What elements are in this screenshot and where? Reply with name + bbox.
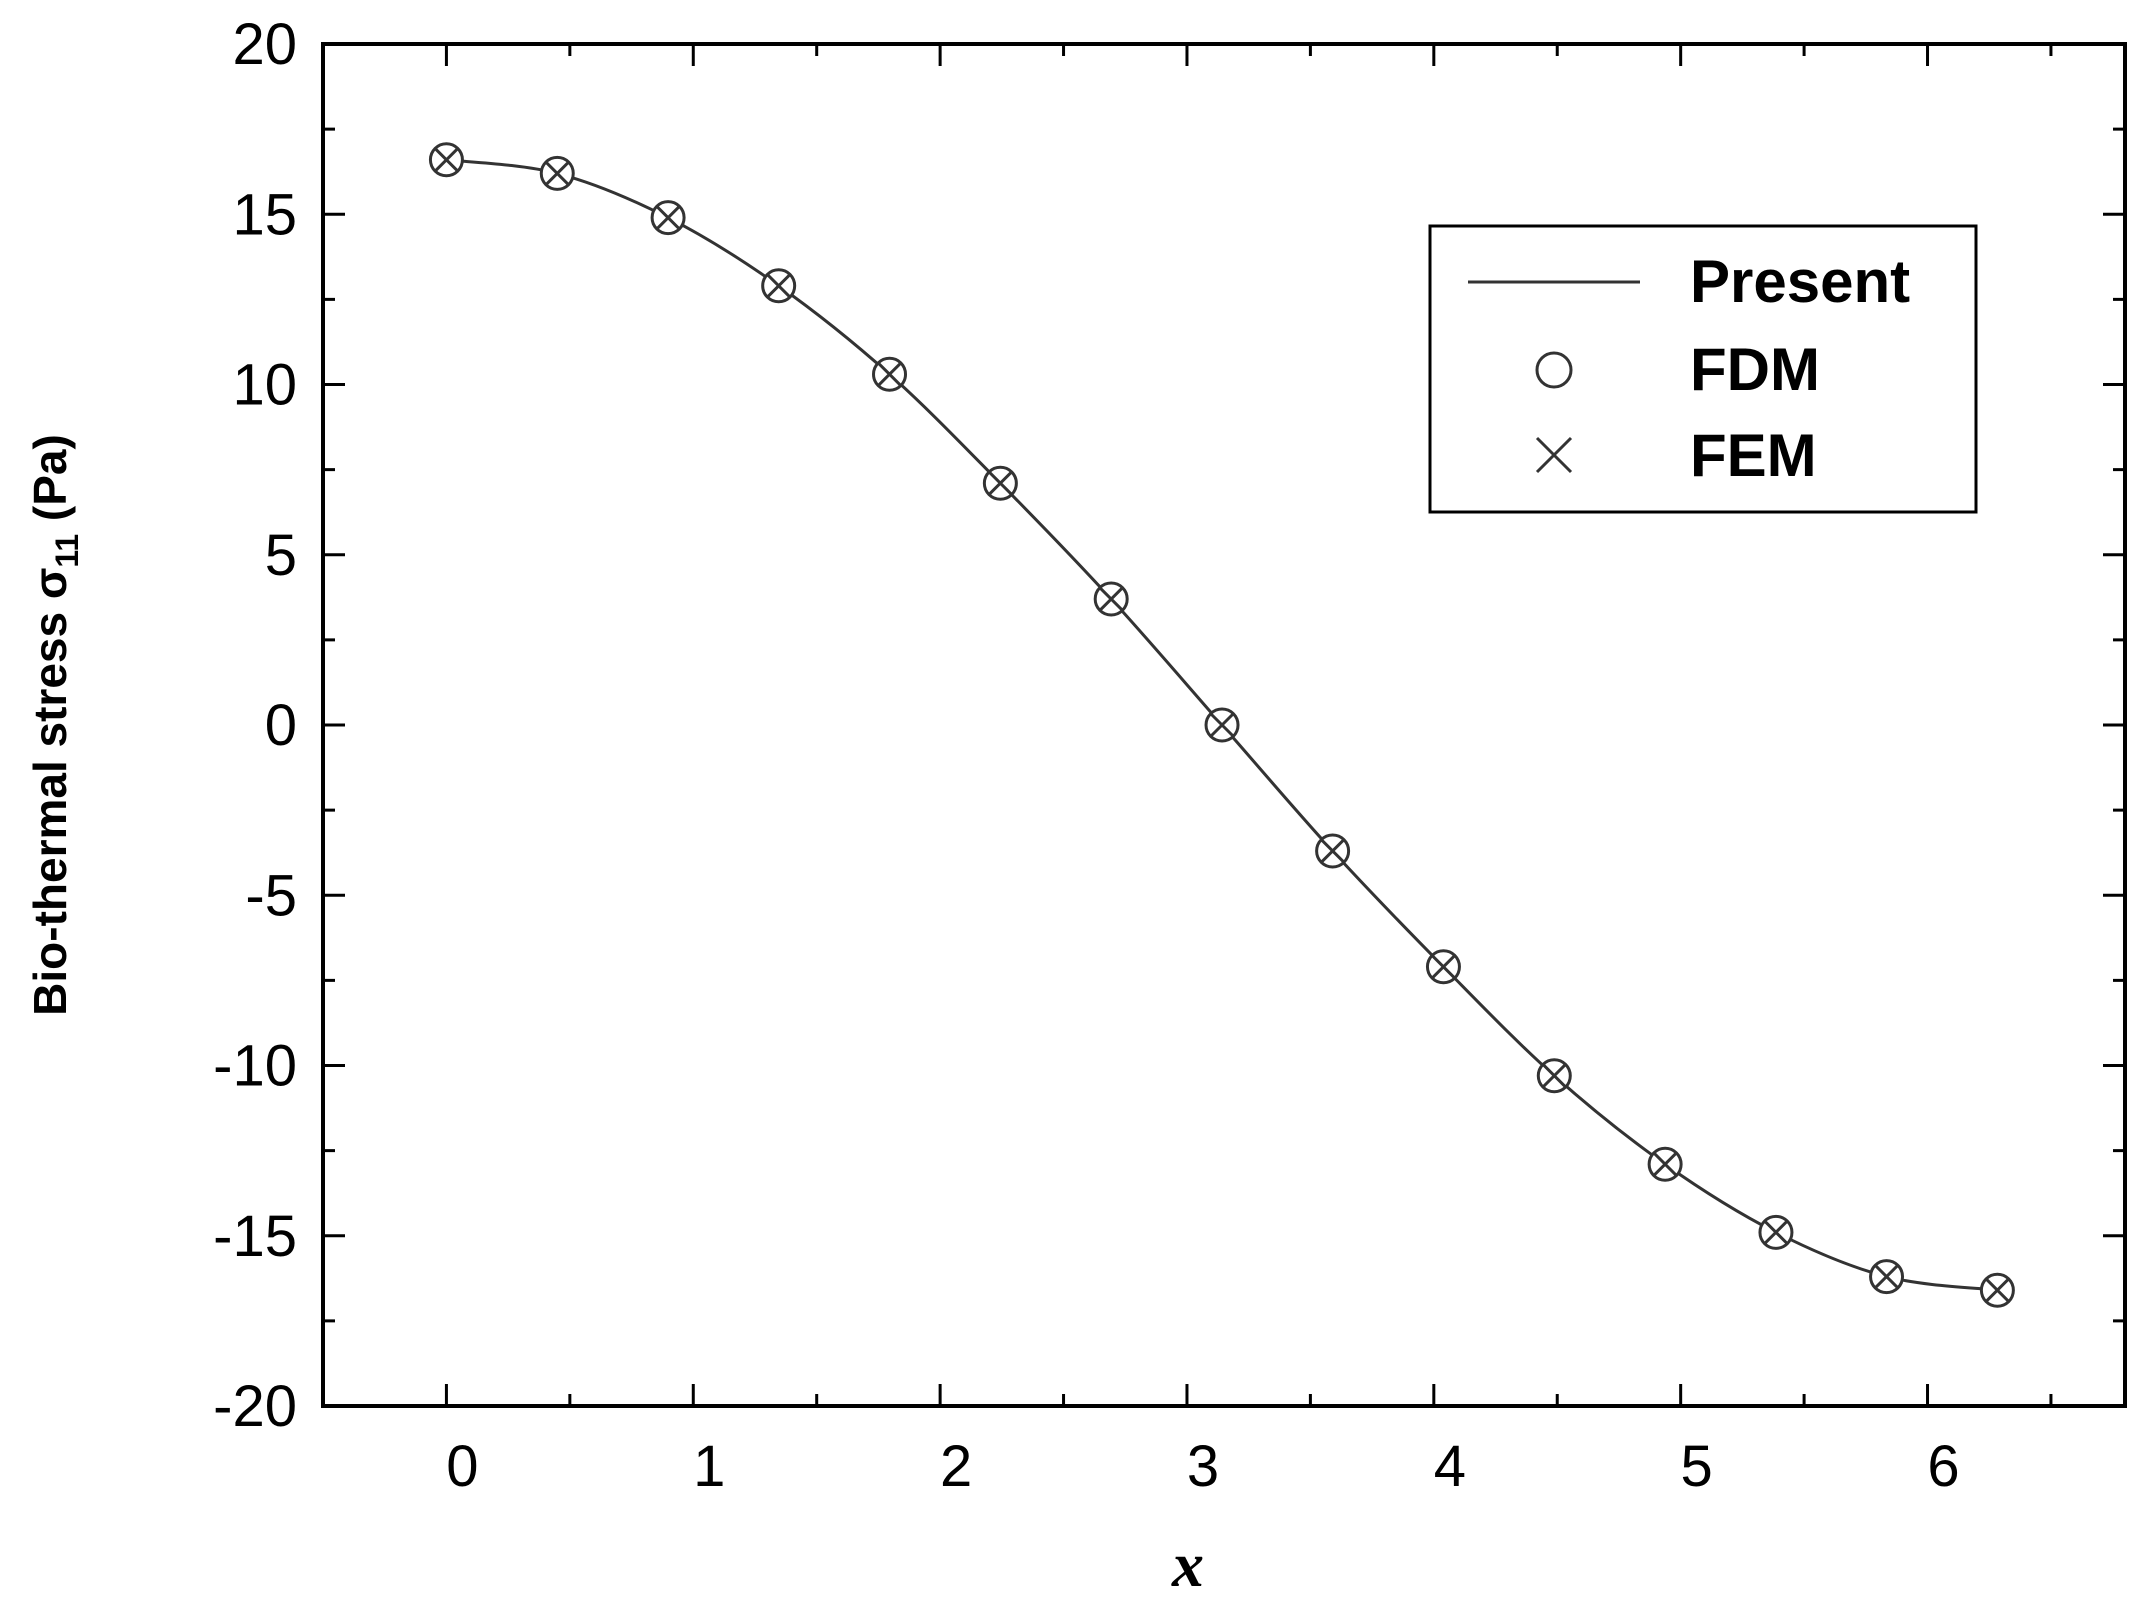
y-tick-label: -5 — [245, 863, 297, 928]
y-tick-label: -15 — [213, 1204, 297, 1269]
y-axis-label-main: Bio-thermal stress σ — [24, 568, 76, 1016]
fem-marker — [433, 146, 460, 173]
x-tick-label: 3 — [1187, 1434, 1219, 1499]
y-tick-label: 0 — [265, 693, 297, 758]
x-tick-label: 2 — [940, 1434, 972, 1499]
x-tick-label: 6 — [1927, 1434, 1959, 1499]
legend-box — [1428, 224, 1978, 514]
legend-cross-swatch — [1535, 436, 1573, 474]
x-tick-label: 1 — [693, 1434, 725, 1499]
y-tick-label: 5 — [265, 523, 297, 588]
fem-marker — [987, 470, 1014, 497]
y-tick-label: 10 — [232, 353, 297, 418]
fem-marker — [1652, 1151, 1679, 1178]
fem-marker — [1541, 1062, 1568, 1089]
legend: Present FDM FEM — [1428, 224, 1978, 514]
y-axis-label-unit: (Pa) — [24, 434, 76, 521]
fem-marker — [655, 204, 682, 231]
legend-label-present: Present — [1690, 248, 1910, 315]
fem-marker — [1984, 1277, 2011, 1304]
fem-marker — [1208, 711, 1236, 739]
fem-marker — [1430, 953, 1457, 980]
y-tick-label: 20 — [232, 12, 297, 77]
y-tick-label: 15 — [232, 182, 297, 247]
x-tick-label: 5 — [1681, 1434, 1713, 1499]
x-tick-label: 4 — [1434, 1434, 1466, 1499]
legend-circle-swatch — [1535, 351, 1573, 389]
plot-frame — [321, 42, 2127, 1408]
y-axis-label-subscript: 11 — [49, 534, 85, 568]
fem-marker — [1319, 837, 1346, 865]
fem-marker — [1873, 1263, 1900, 1290]
legend-label-fdm: FDM — [1690, 336, 1820, 403]
y-tick-label: -10 — [213, 1034, 297, 1099]
fem-marker — [1762, 1219, 1790, 1246]
fem-marker — [765, 272, 792, 299]
y-axis-label: Bio-thermal stress σ11 (Pa) — [24, 434, 85, 1016]
fem-marker — [876, 361, 903, 388]
x-axis-label: x — [1171, 1529, 1204, 1600]
fem-marker — [544, 160, 571, 187]
legend-label-fem: FEM — [1690, 422, 1817, 489]
y-tick-label: -20 — [213, 1374, 297, 1439]
axis-tick-labels: 0 1 2 3 4 5 6 20 15 10 5 0 -5 -10 -15 -20 — [213, 12, 1959, 1499]
y-axis-label-spacer — [24, 521, 76, 534]
series-markers — [428, 142, 2015, 1308]
fem-marker — [1098, 585, 1125, 613]
x-tick-label: 0 — [446, 1434, 478, 1499]
